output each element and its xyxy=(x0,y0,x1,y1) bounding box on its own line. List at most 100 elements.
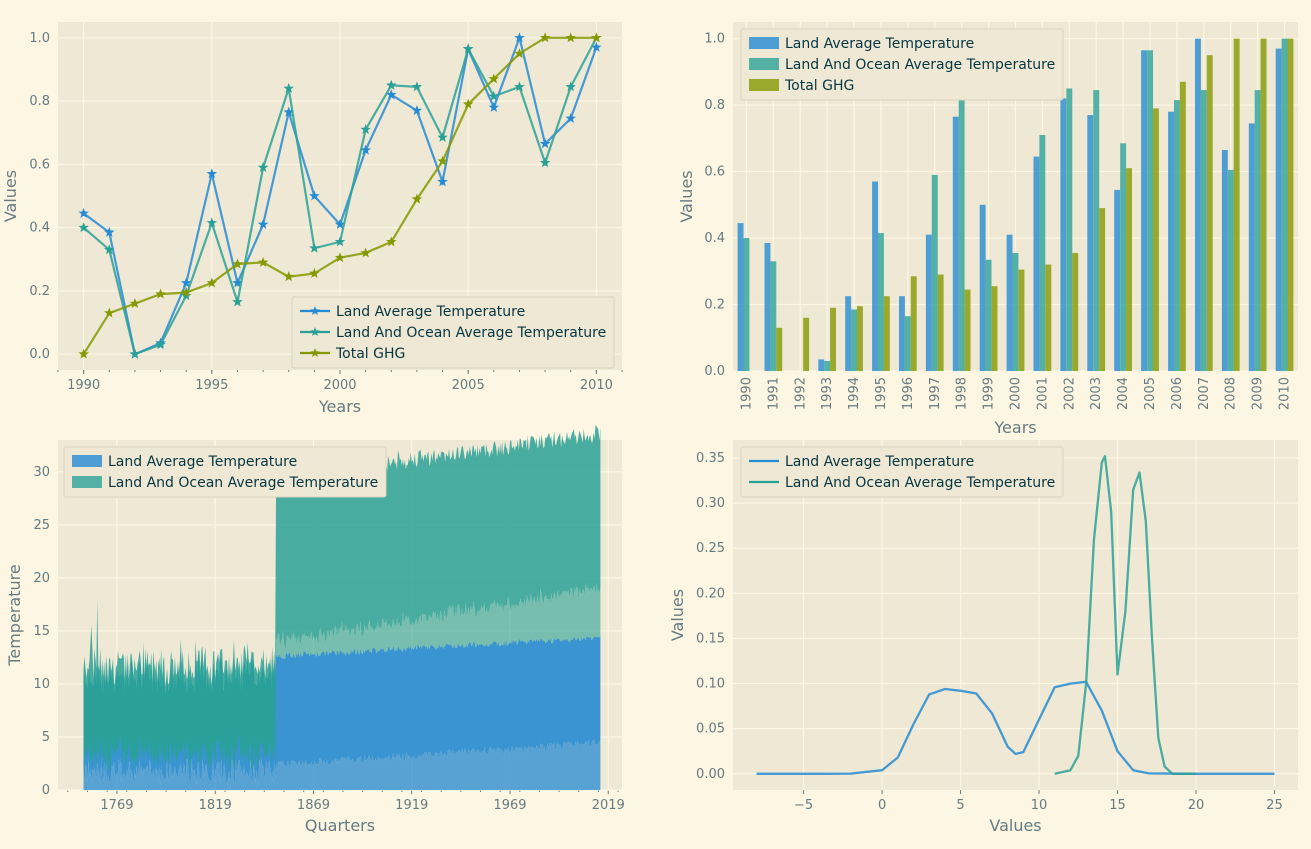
data-point xyxy=(462,98,474,109)
bar xyxy=(830,307,836,371)
bar xyxy=(857,306,863,371)
data-point xyxy=(360,247,371,258)
data-point xyxy=(334,252,346,263)
bar xyxy=(1039,135,1046,371)
y-tick-label: 0.15 xyxy=(696,631,725,646)
bar xyxy=(878,233,884,371)
data-point xyxy=(565,32,576,43)
x-tick-label: 2010 xyxy=(580,378,613,393)
data-point xyxy=(411,193,423,204)
x-tick-label: 1999 xyxy=(982,377,997,410)
bar xyxy=(979,204,986,371)
bar xyxy=(952,116,959,371)
x-tick-label: 2000 xyxy=(323,378,356,393)
y-tick-label: 30 xyxy=(33,465,50,480)
y-tick-label: 0.6 xyxy=(704,165,725,180)
legend-label: Land And Ocean Average Temperature xyxy=(336,325,606,341)
bar xyxy=(925,234,932,371)
x-tick-label: 2019 xyxy=(592,798,625,813)
x-tick-label: −5 xyxy=(794,798,813,813)
legend-box xyxy=(291,296,615,369)
data-point xyxy=(78,207,89,218)
density-line xyxy=(756,680,1275,775)
y-tick-label: 0.35 xyxy=(696,451,725,466)
y-tick-label: 0.0 xyxy=(704,364,725,379)
bar xyxy=(931,174,938,371)
x-tick-label: 20 xyxy=(1188,798,1205,813)
y-axis-label: Values xyxy=(677,170,696,222)
bar xyxy=(1045,264,1052,371)
x-tick-label: 1997 xyxy=(928,377,943,410)
bar xyxy=(770,261,777,371)
data-point xyxy=(488,101,500,112)
data-point xyxy=(283,106,294,117)
bar xyxy=(958,91,965,372)
bar xyxy=(872,181,878,371)
legend-marker xyxy=(310,348,320,358)
data-point xyxy=(257,162,269,172)
bar xyxy=(1168,111,1174,371)
data-point xyxy=(257,218,269,229)
x-axis-label: Years xyxy=(993,418,1036,437)
bar xyxy=(1174,100,1180,371)
data-point xyxy=(565,112,576,123)
x-tick-label: 1919 xyxy=(395,798,428,813)
y-tick-label: 15 xyxy=(33,624,50,639)
x-tick-label: 2005 xyxy=(452,378,485,393)
data-point xyxy=(437,176,448,187)
bar xyxy=(1287,38,1294,371)
data-point xyxy=(591,32,602,43)
x-tick-label: 2005 xyxy=(1143,377,1158,410)
bar xyxy=(1254,90,1261,371)
y-tick-label: 1.0 xyxy=(29,31,50,46)
bar xyxy=(904,316,911,371)
legend-swatch xyxy=(749,58,779,70)
bar-chart-panel: 0.0 0.2 0.4 0.6 0.8 1.0 1990 1991 1992 1993 1994 19… xyxy=(677,22,1298,437)
legend-marker xyxy=(310,306,320,316)
legend-swatch xyxy=(72,455,102,467)
legend-label: Land Average Temperature xyxy=(785,36,974,52)
legend-marker xyxy=(310,327,320,337)
density-line xyxy=(1054,455,1196,775)
bar xyxy=(824,361,831,371)
data-point xyxy=(257,256,269,267)
x-tick-label: 25 xyxy=(1266,798,1283,813)
data-point xyxy=(539,157,551,168)
bar xyxy=(1087,115,1094,371)
bar xyxy=(910,276,917,371)
density-chart-panel: −5 0 5 10 15 20 25 0.00 0.05 0.10 0.15 0.20 0.25 0.30… xyxy=(668,440,1298,835)
line-chart-panel: 1990 1995 2000 2005 2010 0.0 0.2 0.4 0.6 0.8 1.0 Ye… xyxy=(1,22,623,416)
legend-box xyxy=(740,28,1064,101)
data-point xyxy=(129,348,141,359)
x-tick-label: 1819 xyxy=(199,798,232,813)
data-point xyxy=(437,131,448,142)
axes-background xyxy=(733,440,1298,790)
x-tick-label: 1991 xyxy=(766,377,781,410)
legend-box xyxy=(740,446,1064,498)
legend-label: Land And Ocean Average Temperature xyxy=(785,57,1055,73)
data-point xyxy=(360,124,371,135)
x-tick-label: 5 xyxy=(956,798,964,813)
data-point xyxy=(437,155,448,166)
x-tick-label: 1995 xyxy=(195,378,228,393)
bar xyxy=(1147,50,1153,372)
x-axis-label: Values xyxy=(989,816,1041,835)
bar xyxy=(1006,234,1013,371)
x-tick-label: 2000 xyxy=(1009,377,1024,410)
bar xyxy=(1141,50,1147,372)
y-tick-label: 0.4 xyxy=(29,221,50,236)
y-tick-label: 0.2 xyxy=(29,284,50,299)
bar xyxy=(1153,108,1159,372)
bar xyxy=(1227,169,1234,371)
x-tick-label: 2010 xyxy=(1278,377,1293,410)
data-point xyxy=(232,258,243,269)
bar xyxy=(1275,48,1282,371)
bar xyxy=(1200,90,1207,371)
x-tick-label: 1969 xyxy=(493,798,526,813)
y-tick-label: 0.6 xyxy=(29,157,50,172)
bar xyxy=(1195,38,1201,371)
bar xyxy=(1060,98,1067,372)
legend-box xyxy=(63,446,387,498)
y-tick-label: 0.25 xyxy=(696,541,725,556)
